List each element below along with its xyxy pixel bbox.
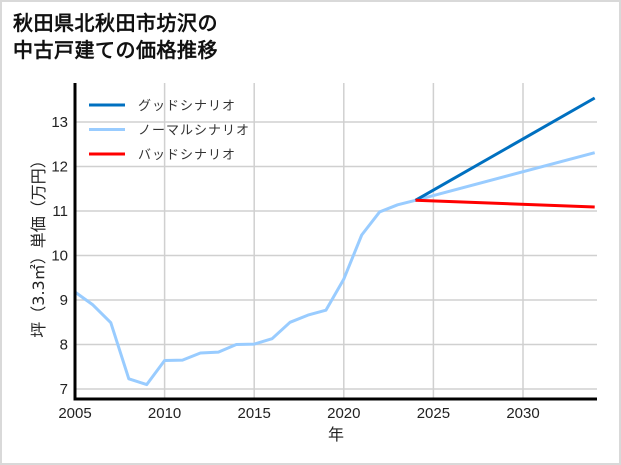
y-tick-label: 8	[60, 337, 68, 354]
x-tick-label: 2025	[417, 405, 450, 422]
x-tick-label: 2020	[327, 405, 360, 422]
x-tick-label: 2030	[506, 405, 539, 422]
y-tick-label: 11	[52, 203, 68, 220]
series-line	[74, 151, 596, 387]
tick-labels: 7 8 9 10 11 12 13 2005 2010 2015 2020 2025 2030	[51, 114, 539, 422]
axes	[73, 83, 597, 401]
series-line	[414, 96, 596, 202]
title-line-1: 秋田県北秋田市坊沢の	[13, 11, 218, 35]
x-axis-label: 年	[328, 425, 344, 444]
series-lines	[74, 96, 596, 387]
x-tick-label: 2010	[148, 405, 181, 422]
y-tick-label: 10	[51, 248, 68, 265]
legend-label: ノーマルシナリオ	[138, 124, 250, 139]
series-line	[415, 198, 595, 209]
y-tick-label: 13	[51, 114, 68, 131]
title-line-2: 中古戸建ての価格推移	[13, 38, 218, 62]
y-axis-label: 坪（3.3㎡）単価（万円）	[29, 152, 48, 337]
x-tick-label: 2005	[58, 405, 91, 422]
x-tick-label: 2015	[238, 405, 271, 422]
legend-label: グッドシナリオ	[138, 99, 236, 114]
y-tick-label: 12	[51, 159, 68, 176]
chart-title: 秋田県北秋田市坊沢の 中古戸建ての価格推移	[13, 10, 218, 64]
grid-lines	[75, 83, 597, 399]
y-tick-label: 9	[60, 292, 68, 309]
legend-label: バッドシナリオ	[138, 148, 236, 163]
y-tick-label: 7	[60, 381, 68, 398]
